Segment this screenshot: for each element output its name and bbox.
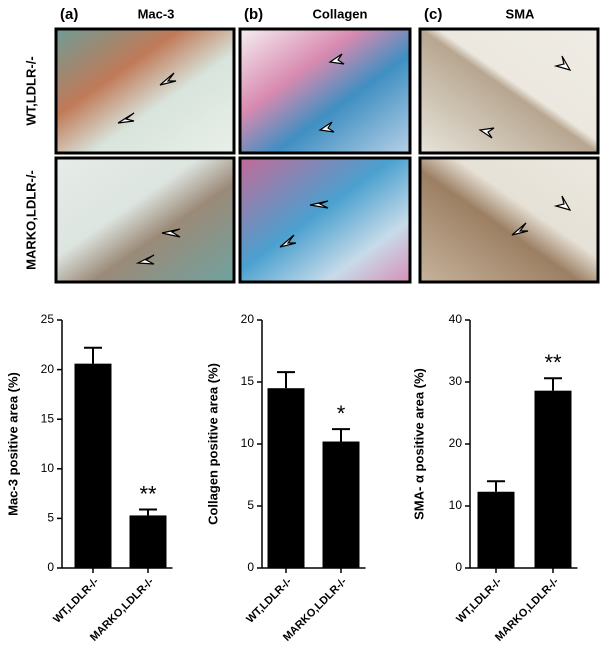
bar xyxy=(267,388,305,568)
panel-letter: (c) xyxy=(424,6,442,23)
panel-title: Collagen xyxy=(313,6,368,21)
y-tick-label: 10 xyxy=(41,461,55,475)
arrowheads xyxy=(117,53,572,265)
y-tick-label: 10 xyxy=(241,436,255,450)
bar xyxy=(534,390,572,568)
x-tick-label: MARKO,LDLR-/- xyxy=(493,575,561,643)
y-tick-label: 40 xyxy=(449,312,463,326)
micrograph xyxy=(238,156,412,284)
y-axis-label: Collagen positive area (%) xyxy=(205,363,220,525)
micrograph xyxy=(238,27,412,155)
y-tick-label: 5 xyxy=(47,511,54,525)
y-axis-label: Mac-3 positive area (%) xyxy=(5,372,20,516)
y-tick-label: 20 xyxy=(41,362,55,376)
x-tick-label: WT,LDLR-/- xyxy=(244,575,294,625)
significance: ** xyxy=(544,350,562,375)
y-tick-label: 20 xyxy=(449,436,463,450)
panel-title: SMA xyxy=(506,6,536,21)
bar xyxy=(129,515,167,568)
y-axis-label: SMA- α positive area (%) xyxy=(411,368,426,520)
panel-letter: (a) xyxy=(60,6,78,23)
micrographs xyxy=(54,27,600,284)
y-tick-label: 0 xyxy=(247,560,254,574)
y-tick-label: 0 xyxy=(455,560,462,574)
y-tick-label: 5 xyxy=(247,498,254,512)
row-label: WT,LDLR-/- xyxy=(23,56,38,125)
significance: * xyxy=(337,401,346,426)
significance: ** xyxy=(139,481,157,506)
bar xyxy=(74,363,112,568)
bar xyxy=(477,491,515,568)
panel-letter: (b) xyxy=(244,6,263,23)
row-label: MARKO,LDLR-/- xyxy=(23,170,38,270)
panel-title: Mac-3 xyxy=(138,6,175,21)
y-tick-label: 15 xyxy=(41,411,55,425)
x-tick-label: WT,LDLR-/- xyxy=(454,575,504,625)
y-tick-label: 10 xyxy=(449,498,463,512)
micrograph xyxy=(418,156,600,284)
y-tick-label: 20 xyxy=(241,312,255,326)
y-tick-label: 30 xyxy=(449,374,463,388)
bar xyxy=(322,441,360,568)
y-tick-label: 25 xyxy=(41,312,55,326)
micrograph xyxy=(54,27,236,155)
y-tick-label: 0 xyxy=(47,560,54,574)
y-tick-label: 15 xyxy=(241,374,255,388)
x-tick-label: WT,LDLR-/- xyxy=(51,575,101,625)
micrograph xyxy=(418,27,600,155)
